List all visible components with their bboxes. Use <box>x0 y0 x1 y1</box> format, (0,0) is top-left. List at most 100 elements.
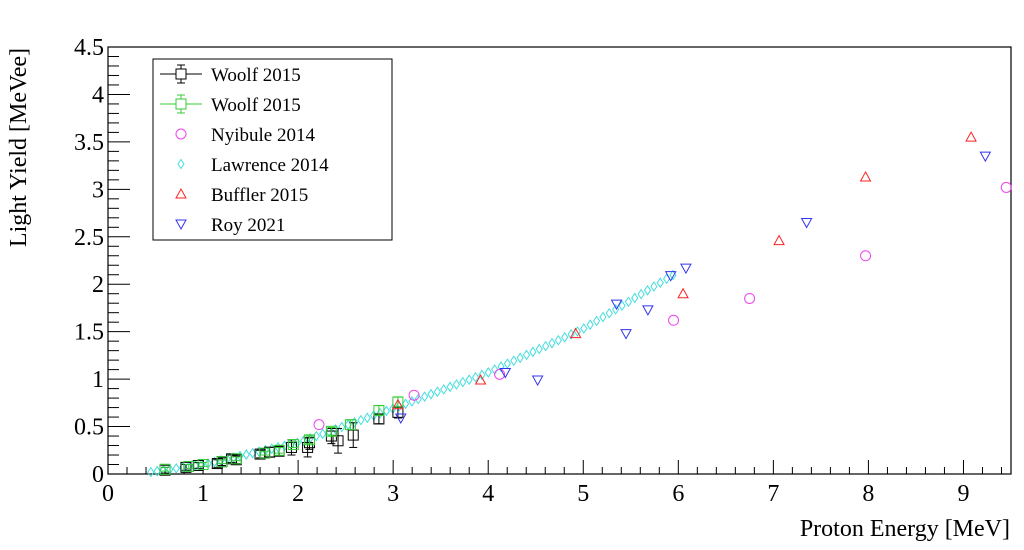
plot-frame <box>107 46 1012 475</box>
series-lawrence-2014 <box>147 269 677 478</box>
legend-label: Nyibule 2014 <box>211 125 315 146</box>
series-nyibule-2014 <box>313 181 1012 431</box>
data-point <box>319 428 327 440</box>
data-point <box>548 337 556 349</box>
data-point <box>610 299 623 311</box>
data-point <box>599 311 607 323</box>
data-point <box>382 405 391 417</box>
data-point <box>664 271 677 282</box>
data-point <box>618 300 626 311</box>
x-tick-label: 6 <box>672 481 684 507</box>
data-point <box>494 368 506 380</box>
data-point <box>273 444 285 456</box>
legend-label: Buffler 2015 <box>211 185 308 206</box>
data-point <box>592 315 601 327</box>
data-point <box>586 319 594 331</box>
data-point <box>860 250 872 262</box>
data-point <box>325 425 337 437</box>
data-point <box>287 439 299 451</box>
data-point <box>637 288 645 300</box>
data-point <box>510 355 518 367</box>
y-tick-label: 4.5 <box>74 35 104 61</box>
data-point <box>773 234 785 246</box>
data-point <box>392 396 404 408</box>
data-point <box>153 465 161 477</box>
data-point <box>230 453 242 465</box>
data-point <box>313 419 325 431</box>
data-point <box>529 346 537 358</box>
data-point <box>344 419 356 431</box>
data-point <box>965 131 977 142</box>
data-point <box>433 386 441 398</box>
data-point <box>573 326 582 337</box>
legend-label: Woolf 2015 <box>211 95 301 116</box>
legend-label: Lawrence 2014 <box>211 155 329 176</box>
data-point <box>497 361 505 372</box>
data-point <box>452 379 461 390</box>
data-point <box>516 352 524 364</box>
x-tick-label: 4 <box>482 481 494 507</box>
series-woolf-2015 <box>159 396 404 475</box>
data-point <box>216 456 228 468</box>
data-point <box>680 263 692 275</box>
data-point <box>300 435 308 447</box>
data-point <box>580 323 588 334</box>
data-point <box>663 273 671 285</box>
data-point <box>535 343 543 355</box>
data-point <box>363 412 371 424</box>
data-point <box>478 369 486 381</box>
data-point <box>471 371 480 383</box>
data-point <box>542 340 550 352</box>
legend-marker <box>175 68 187 80</box>
data-point <box>650 281 658 292</box>
y-axis-title: Light Yield [MeVee] <box>6 48 32 247</box>
data-point <box>800 218 813 229</box>
data-point <box>631 292 639 304</box>
data-point <box>620 329 632 340</box>
data-point <box>392 398 404 410</box>
data-point <box>643 284 652 296</box>
data-point <box>259 447 271 459</box>
data-point <box>394 413 407 425</box>
x-tick-label: 2 <box>292 481 304 507</box>
x-tick-label: 0 <box>102 481 114 507</box>
x-tick-label: 8 <box>862 481 874 507</box>
legend-box <box>152 58 393 241</box>
data-point <box>338 421 346 433</box>
data-point <box>503 358 512 370</box>
legend-marker <box>175 187 187 199</box>
data-point <box>376 407 384 419</box>
data-point <box>350 416 359 428</box>
x-tick-label: 7 <box>767 481 779 507</box>
data-point <box>183 460 195 472</box>
data-point <box>859 170 872 182</box>
data-point <box>554 334 562 346</box>
data-point <box>180 461 192 473</box>
legend-marker <box>175 98 187 110</box>
series-roy-2021 <box>394 151 992 425</box>
y-tick-label: 0.5 <box>74 415 104 441</box>
y-tick-label: 4 <box>92 82 104 108</box>
data-point <box>332 435 344 447</box>
data-point <box>569 327 582 339</box>
data-point <box>197 459 209 471</box>
legend-label: Roy 2021 <box>211 215 285 236</box>
data-point <box>642 305 654 316</box>
data-point <box>421 391 429 402</box>
series-woolf-2015 <box>159 406 404 476</box>
y-tick-label: 0 <box>92 462 104 488</box>
data-point <box>401 398 410 410</box>
data-series <box>147 131 1012 478</box>
data-point <box>1000 181 1012 193</box>
legend-marker <box>175 128 187 140</box>
x-tick-label: 5 <box>577 481 589 507</box>
y-tick-label: 3 <box>92 177 104 203</box>
legend: Woolf 2015 Woolf 2015 Nyibule 2014 Lawrence… <box>152 58 393 241</box>
data-point <box>522 349 531 361</box>
data-point <box>744 292 756 304</box>
y-tick-label: 1.5 <box>74 320 104 346</box>
data-point <box>408 389 420 401</box>
data-point <box>440 383 448 395</box>
data-point <box>668 314 680 326</box>
